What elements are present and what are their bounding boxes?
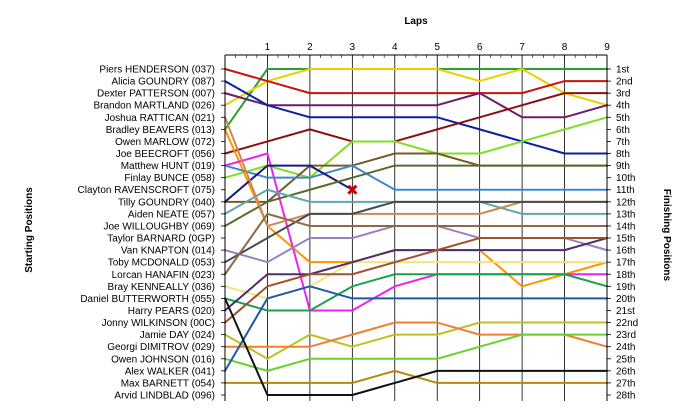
finishing-position-label: 24th — [616, 342, 635, 353]
starting-position-label: Joshua RATTICAN (021) — [105, 113, 215, 124]
finishing-position-label: 9th — [616, 161, 630, 172]
finishing-position-label: 14th — [616, 221, 635, 232]
lap-tick-label: 3 — [350, 42, 356, 53]
starting-position-label: Owen JOHNSON (016) — [111, 354, 215, 365]
starting-position-label: Joe WILLOUGHBY (069) — [103, 221, 215, 232]
lap-tick-label: 2 — [307, 42, 313, 53]
x-axis-label: Laps — [404, 16, 428, 27]
lap-tick-label: 8 — [562, 42, 568, 53]
finishing-position-label: 26th — [616, 366, 635, 377]
retired-marker-stroke — [347, 184, 358, 195]
series-line-11 — [224, 164, 608, 191]
starting-position-label: Bradley BEAVERS (013) — [106, 125, 215, 136]
starting-position-label: Taylor BARNARD (0GP) — [107, 234, 215, 245]
series-line-6 — [224, 92, 608, 155]
starting-position-label: Tilly GOUNDRY (040) — [118, 197, 215, 208]
finishing-position-label: 17th — [616, 258, 635, 269]
lap-tick-label: 5 — [434, 42, 440, 53]
finishing-position-label: 10th — [616, 173, 635, 184]
finishing-position-label: 18th — [616, 270, 635, 281]
finishing-position-label: 13th — [616, 209, 635, 220]
axis-labels: 1 2 3 4 5 6 7 8 9 Piers HENDERSON (037) 1st Alicia … — [78, 42, 639, 402]
series-line-28 — [224, 297, 608, 396]
series-line-12 — [224, 164, 354, 203]
retired-marker — [347, 184, 358, 195]
finishing-position-label: 19th — [616, 282, 635, 293]
finishing-position-label: 7th — [616, 137, 630, 148]
starting-position-label: Piers HENDERSON (037) — [99, 65, 215, 76]
starting-position-label: Bray KENNEALLY (036) — [108, 282, 215, 293]
finishing-position-label: 25th — [616, 354, 635, 365]
finishing-position-label: 2nd — [616, 77, 633, 88]
finishing-position-label: 1st — [616, 65, 630, 76]
starting-position-label: Arvid LINDBLAD (096) — [114, 391, 215, 402]
starting-position-label: Toby MCDONALD (053) — [108, 258, 215, 269]
starting-position-label: Aiden NEATE (057) — [128, 209, 215, 220]
starting-position-label: Matthew HUNT (019) — [121, 161, 215, 172]
finishing-position-label: 23rd — [616, 330, 636, 341]
finishing-position-label: 3rd — [616, 89, 630, 100]
finishing-position-label: 21st — [616, 306, 635, 317]
starting-position-label: Alicia GOUNDRY (087) — [111, 77, 215, 88]
series-line-18 — [224, 212, 608, 276]
finishing-position-label: 27th — [616, 378, 635, 389]
series-line-20 — [224, 273, 608, 312]
y-axis-right-label: Finishing Positions — [661, 189, 672, 282]
series-line-26 — [224, 285, 608, 372]
starting-position-label: Harry PEARS (020) — [128, 306, 215, 317]
y-axis-left-label: Starting Positions — [24, 187, 35, 273]
lap-tick-label: 1 — [265, 42, 271, 53]
lap-tick-label: 9 — [604, 42, 610, 53]
series-line-3 — [224, 68, 608, 95]
finishing-position-label: 20th — [616, 294, 635, 305]
starting-position-label: Clayton RAVENSCROFT (075) — [78, 185, 215, 196]
lap-tick-label: 6 — [477, 42, 483, 53]
starting-position-label: Lorcan HANAFIN (023) — [112, 270, 215, 281]
finishing-position-label: 5th — [616, 113, 630, 124]
finishing-position-label: 6th — [616, 125, 630, 136]
starting-position-label: Daniel BUTTERWORTH (055) — [80, 294, 215, 305]
series-line-23 — [224, 321, 608, 360]
starting-position-label: Joe BEECROFT (056) — [116, 149, 215, 160]
finishing-position-label: 12th — [616, 197, 635, 208]
lap-tick-label: 4 — [392, 42, 398, 53]
gridlines — [267, 55, 608, 401]
finishing-position-label: 22nd — [616, 318, 638, 329]
finishing-position-label: 16th — [616, 246, 635, 257]
starting-position-label: Jonny WILKINSON (00C) — [102, 318, 215, 329]
series-lines — [224, 68, 608, 396]
lap-tick-label: 7 — [519, 42, 525, 53]
series-line-22 — [224, 237, 608, 324]
series-line-17 — [224, 200, 608, 264]
series-line-13 — [224, 164, 608, 227]
finishing-position-label: 28th — [616, 391, 635, 402]
series-line-7 — [224, 116, 608, 179]
starting-position-label: Van KNAPTON (014) — [121, 246, 215, 257]
starting-position-label: Alex WALKER (041) — [125, 366, 215, 377]
starting-position-label: Finlay BUNCE (058) — [124, 173, 215, 184]
starting-position-label: Max BARNETT (054) — [121, 378, 215, 389]
starting-position-label: Dexter PATTERSON (007) — [97, 89, 215, 100]
starting-position-label: Owen MARLOW (072) — [115, 137, 215, 148]
axes — [221, 54, 611, 401]
starting-position-label: Jamie DAY (024) — [140, 330, 215, 341]
starting-position-label: Georgi DIMITROV (029) — [107, 342, 215, 353]
series-line-2 — [224, 68, 608, 107]
markers — [347, 184, 358, 195]
series-line-4 — [224, 92, 608, 119]
series-line-5 — [224, 80, 608, 155]
series-line-1 — [224, 68, 608, 131]
starting-position-label: Brandon MARTLAND (026) — [93, 101, 215, 112]
finishing-position-label: 11th — [616, 185, 635, 196]
finishing-position-label: 4th — [616, 101, 630, 112]
finishing-position-label: 8th — [616, 149, 630, 160]
finishing-position-label: 15th — [616, 234, 635, 245]
series-line-25 — [224, 333, 608, 372]
series-line-21 — [224, 237, 608, 312]
